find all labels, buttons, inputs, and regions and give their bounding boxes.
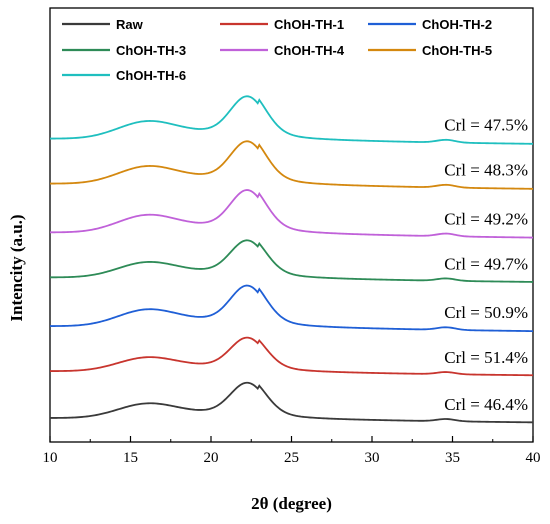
series-line-choh-th-2	[49, 284, 534, 333]
series-line-raw	[50, 381, 534, 424]
x-axis-label: 2θ (degree)	[251, 494, 332, 513]
crl-label-choh-th-5: Crl = 48.3%	[444, 161, 528, 180]
x-axis-ticks: 10 15 20 25 30 35 40	[43, 436, 541, 466]
crl-label-choh-th-1: Crl = 51.4%	[444, 348, 528, 367]
crl-annotations: Crl = 46.4% Crl = 51.4% Crl = 50.9% Crl = 4…	[444, 116, 528, 414]
legend-label-choh-th-6: ChOH-TH-6	[116, 68, 186, 83]
x-tick-label: 25	[284, 450, 299, 466]
crl-label-choh-th-3: Crl = 49.7%	[444, 254, 528, 273]
series-line-choh-th-3	[50, 239, 534, 283]
crl-label-raw: Crl = 46.4%	[444, 395, 528, 414]
x-tick-label: 10	[43, 450, 58, 466]
legend-label-raw: Raw	[116, 17, 144, 32]
legend-label-choh-th-5: ChOH-TH-5	[422, 43, 492, 58]
series-line-choh-th-4	[50, 189, 534, 239]
legend-label-choh-th-4: ChOH-TH-4	[274, 43, 345, 58]
legend-label-choh-th-1: ChOH-TH-1	[274, 17, 344, 32]
x-tick-label: 15	[123, 450, 138, 466]
legend-label-choh-th-3: ChOH-TH-3	[116, 43, 186, 58]
curves	[49, 95, 534, 424]
legend: Raw ChOH-TH-1 ChOH-TH-2 ChOH-TH-3 ChOH-TH-4 C…	[62, 17, 492, 83]
x-tick-label: 30	[365, 450, 380, 466]
x-tick-label: 40	[526, 450, 541, 466]
legend-label-choh-th-2: ChOH-TH-2	[422, 17, 492, 32]
x-tick-label: 20	[204, 450, 219, 466]
series-line-choh-th-6	[50, 95, 534, 145]
crl-label-choh-th-4: Crl = 49.2%	[444, 209, 528, 228]
x-tick-label: 35	[445, 450, 460, 466]
y-axis-label: Intencity (a.u.)	[7, 214, 26, 321]
crl-label-choh-th-2: Crl = 50.9%	[444, 303, 528, 322]
series-line-choh-th-5	[50, 140, 534, 190]
series-line-choh-th-1	[50, 336, 534, 377]
crl-label-choh-th-6: Crl = 47.5%	[444, 116, 528, 135]
